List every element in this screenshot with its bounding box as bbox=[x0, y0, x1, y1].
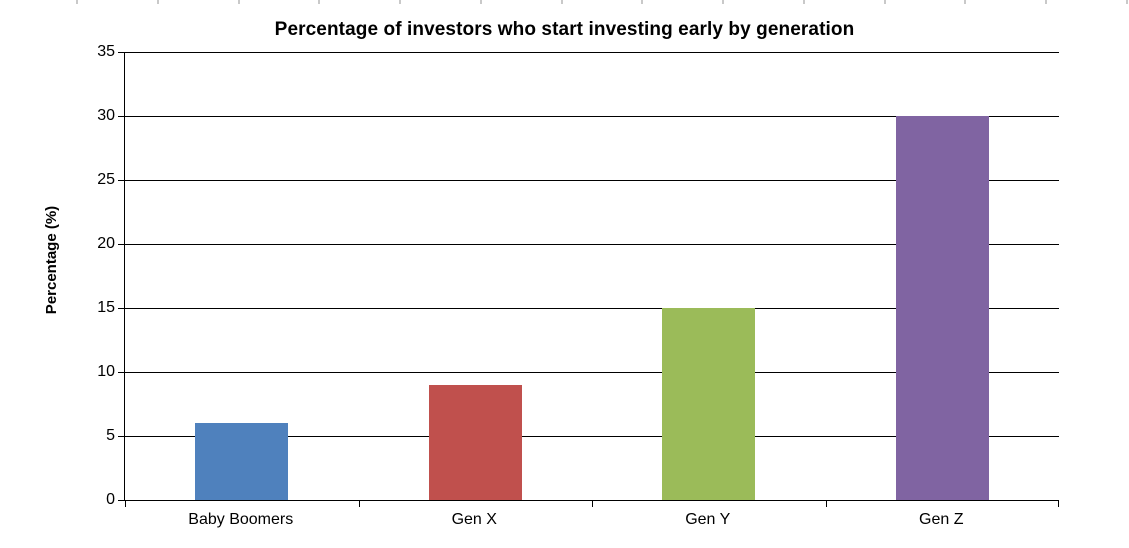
gridline bbox=[125, 180, 1059, 181]
gridline bbox=[125, 372, 1059, 373]
y-tick-mark bbox=[118, 244, 125, 245]
column-boundary-tick bbox=[1045, 0, 1047, 4]
y-tick-mark bbox=[118, 436, 125, 437]
spreadsheet-column-ticks bbox=[0, 0, 1129, 5]
x-category-label: Baby Boomers bbox=[188, 511, 294, 528]
y-tick-label: 5 bbox=[106, 427, 115, 444]
y-tick-label: 20 bbox=[97, 235, 115, 252]
y-tick-mark bbox=[118, 116, 125, 117]
column-boundary-tick bbox=[803, 0, 805, 4]
column-boundary-tick bbox=[76, 0, 78, 4]
chart-title: Percentage of investors who start invest… bbox=[274, 19, 855, 40]
x-tick-mark bbox=[1058, 501, 1059, 507]
plot-area bbox=[118, 52, 1059, 507]
column-boundary-tick bbox=[399, 0, 401, 4]
x-category-label: Gen Y bbox=[685, 511, 731, 528]
column-boundary-tick bbox=[238, 0, 240, 4]
column-boundary-tick bbox=[722, 0, 724, 4]
gridline bbox=[125, 244, 1059, 245]
bar-gen-y bbox=[662, 308, 756, 500]
column-boundary-tick bbox=[157, 0, 159, 4]
column-boundary-tick bbox=[964, 0, 966, 4]
x-tick-mark bbox=[592, 501, 593, 507]
y-tick-label: 0 bbox=[106, 491, 115, 508]
y-tick-label: 35 bbox=[97, 43, 115, 60]
gridline bbox=[125, 436, 1059, 437]
y-tick-mark bbox=[118, 52, 125, 53]
x-category-label: Gen X bbox=[451, 511, 497, 528]
gridline bbox=[125, 308, 1059, 309]
column-boundary-tick bbox=[1126, 0, 1128, 4]
y-tick-mark bbox=[118, 372, 125, 373]
column-boundary-tick bbox=[318, 0, 320, 4]
y-tick-mark bbox=[118, 180, 125, 181]
gridline bbox=[125, 116, 1059, 117]
x-tick-mark bbox=[825, 501, 827, 507]
column-boundary-tick bbox=[480, 0, 482, 4]
y-tick-label: 25 bbox=[97, 171, 115, 188]
y-tick-label: 10 bbox=[97, 363, 115, 380]
y-tick-label: 30 bbox=[97, 107, 115, 124]
x-tick-mark bbox=[358, 501, 360, 507]
y-tick-label: 15 bbox=[97, 299, 115, 316]
x-tick-mark bbox=[125, 501, 126, 507]
y-tick-mark bbox=[118, 308, 125, 309]
bar-baby-boomers bbox=[195, 423, 289, 500]
bar-gen-z bbox=[895, 116, 989, 500]
y-tick-mark bbox=[118, 500, 125, 501]
x-category-label: Gen Z bbox=[919, 511, 964, 528]
gridline bbox=[125, 52, 1059, 53]
y-axis-title: Percentage (%) bbox=[43, 205, 60, 315]
bar-gen-x bbox=[428, 384, 522, 500]
column-boundary-tick bbox=[641, 0, 643, 4]
column-boundary-tick bbox=[561, 0, 563, 4]
column-boundary-tick bbox=[884, 0, 886, 4]
